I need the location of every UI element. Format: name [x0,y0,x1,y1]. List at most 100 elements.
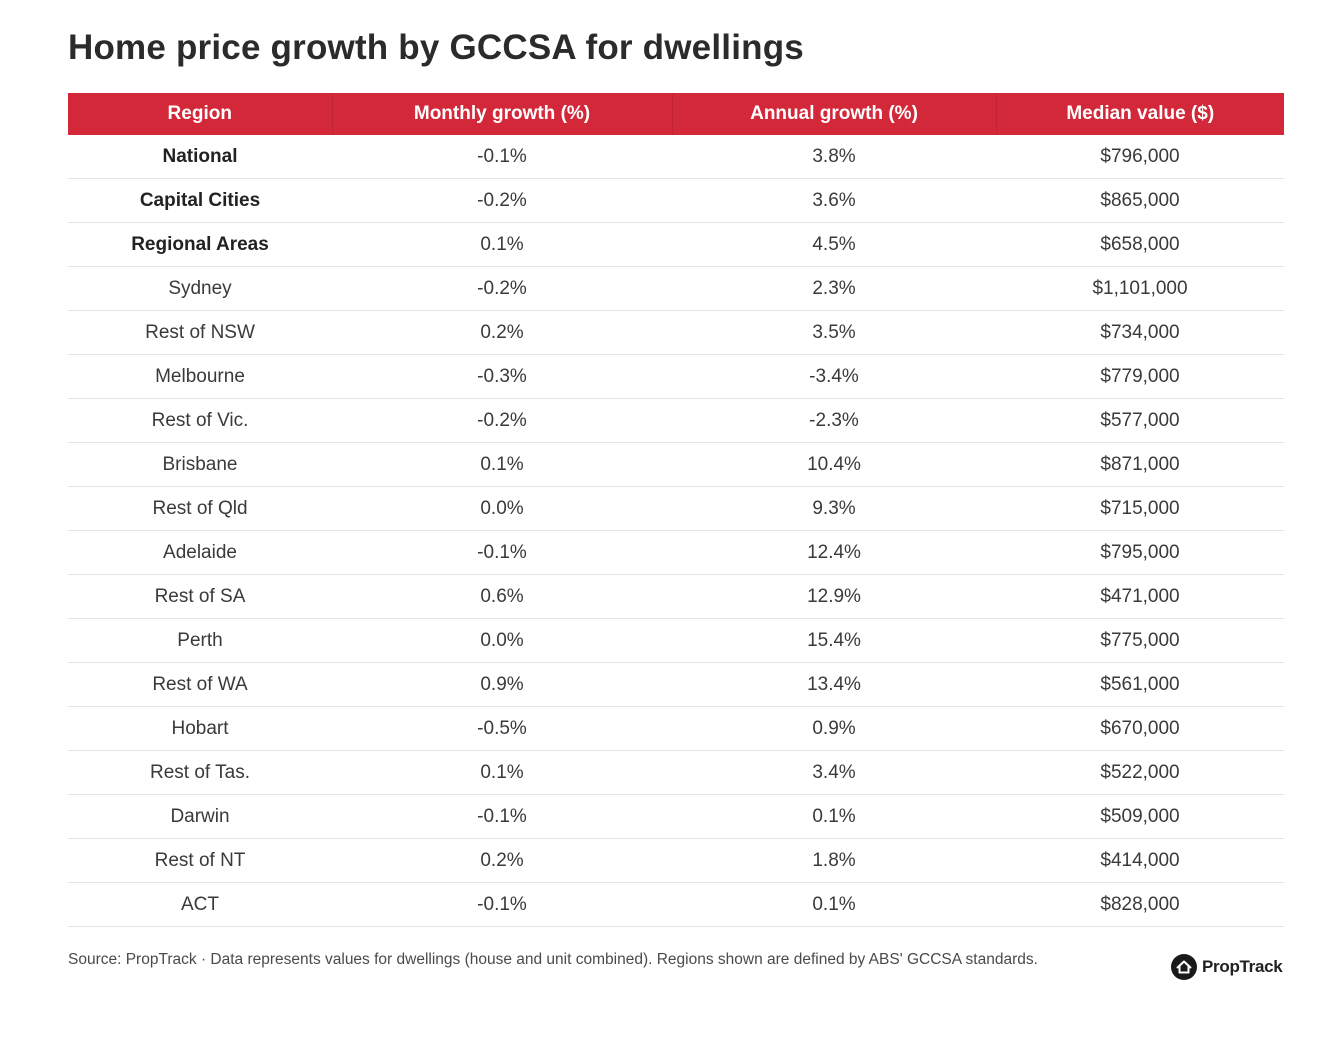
brand-name: PropTrack [1202,957,1283,976]
header-row: Region Monthly growth (%) Annual growth … [68,93,1284,135]
annual-growth-cell: 0.1% [672,794,996,839]
table-row: Sydney -0.2% 2.3% $1,101,000 [68,266,1284,311]
monthly-growth-cell: 0.1% [332,222,672,267]
monthly-growth-cell: -0.5% [332,706,672,751]
monthly-growth-cell: 0.0% [332,486,672,531]
monthly-growth-cell: -0.3% [332,354,672,399]
chart-title: Home price growth by GCCSA for dwellings [68,28,804,67]
table-row: Rest of Vic. -0.2% -2.3% $577,000 [68,398,1284,443]
annual-growth-cell: 12.4% [672,530,996,575]
table-row: National -0.1% 3.8% $796,000 [68,135,1284,179]
median-value-cell: $561,000 [996,662,1284,707]
region-cell: National [68,135,332,179]
annual-growth-cell: 3.4% [672,750,996,795]
annual-growth-cell: 15.4% [672,618,996,663]
column-header-monthly-growth: Monthly growth (%) [331,93,672,135]
table-row: ACT -0.1% 0.1% $828,000 [68,882,1284,927]
region-cell: Perth [68,618,332,663]
annual-growth-cell: 10.4% [672,442,996,487]
region-cell: Regional Areas [68,222,332,267]
monthly-growth-cell: -0.2% [332,178,672,223]
annual-growth-cell: 1.8% [672,838,996,883]
annual-growth-cell: 4.5% [672,222,996,267]
annual-growth-cell: 12.9% [672,574,996,619]
annual-growth-cell: -3.4% [672,354,996,399]
table-row: Adelaide -0.1% 12.4% $795,000 [68,530,1284,575]
monthly-growth-cell: -0.1% [332,794,672,839]
monthly-growth-cell: 0.2% [332,838,672,883]
monthly-growth-cell: -0.2% [332,266,672,311]
median-value-cell: $865,000 [996,178,1284,223]
annual-growth-cell: 3.5% [672,310,996,355]
region-cell: Melbourne [68,354,332,399]
median-value-cell: $577,000 [996,398,1284,443]
annual-growth-cell: -2.3% [672,398,996,443]
monthly-growth-cell: 0.1% [332,442,672,487]
monthly-growth-cell: 0.0% [332,618,672,663]
annual-growth-cell: 0.1% [672,882,996,927]
region-cell: Hobart [68,706,332,751]
median-value-cell: $1,101,000 [996,266,1284,311]
region-cell: Brisbane [68,442,332,487]
annual-growth-cell: 0.9% [672,706,996,751]
table-row: Perth 0.0% 15.4% $775,000 [68,618,1284,663]
annual-growth-cell: 9.3% [672,486,996,531]
column-header-median-value: Median value ($) [995,93,1284,135]
annual-growth-cell: 3.8% [672,135,996,179]
region-cell: Rest of Qld [68,486,332,531]
table-row: Rest of SA 0.6% 12.9% $471,000 [68,574,1284,619]
median-value-cell: $775,000 [996,618,1284,663]
median-value-cell: $414,000 [996,838,1284,883]
median-value-cell: $715,000 [996,486,1284,531]
table-row: Rest of Qld 0.0% 9.3% $715,000 [68,486,1284,531]
monthly-growth-cell: -0.2% [332,398,672,443]
region-cell: Rest of Vic. [68,398,332,443]
monthly-growth-cell: -0.1% [332,530,672,575]
table-row: Rest of NSW 0.2% 3.5% $734,000 [68,310,1284,355]
table-row: Rest of Tas. 0.1% 3.4% $522,000 [68,750,1284,795]
table-row: Melbourne -0.3% -3.4% $779,000 [68,354,1284,399]
median-value-cell: $471,000 [996,574,1284,619]
median-value-cell: $658,000 [996,222,1284,267]
region-cell: Rest of NSW [68,310,332,355]
monthly-growth-cell: 0.2% [332,310,672,355]
growth-table: Region Monthly growth (%) Annual growth … [68,93,1284,927]
table-header: Region Monthly growth (%) Annual growth … [68,93,1284,135]
monthly-growth-cell: 0.1% [332,750,672,795]
median-value-cell: $670,000 [996,706,1284,751]
table-row: Brisbane 0.1% 10.4% $871,000 [68,442,1284,487]
monthly-growth-cell: 0.9% [332,662,672,707]
region-cell: Rest of SA [68,574,332,619]
region-cell: Rest of WA [68,662,332,707]
region-cell: Rest of NT [68,838,332,883]
median-value-cell: $522,000 [996,750,1284,795]
table-row: Regional Areas 0.1% 4.5% $658,000 [68,222,1284,267]
monthly-growth-cell: -0.1% [332,882,672,927]
monthly-growth-cell: -0.1% [332,135,672,179]
median-value-cell: $795,000 [996,530,1284,575]
source-note: Source: PropTrack · Data represents valu… [68,951,1038,968]
region-cell: Capital Cities [68,178,332,223]
annual-growth-cell: 2.3% [672,266,996,311]
column-header-region: Region [68,93,332,135]
region-cell: ACT [68,882,332,927]
region-cell: Adelaide [68,530,332,575]
house-icon [1171,954,1197,980]
median-value-cell: $828,000 [996,882,1284,927]
annual-growth-cell: 13.4% [672,662,996,707]
median-value-cell: $509,000 [996,794,1284,839]
table-body: National -0.1% 3.8% $796,000 Capital Cities -… [68,135,1284,927]
table-row: Rest of NT 0.2% 1.8% $414,000 [68,838,1284,883]
brand-logo: PropTrack [1170,953,1283,981]
column-header-annual-growth: Annual growth (%) [671,93,996,135]
annual-growth-cell: 3.6% [672,178,996,223]
region-cell: Rest of Tas. [68,750,332,795]
median-value-cell: $734,000 [996,310,1284,355]
region-cell: Darwin [68,794,332,839]
table-row: Capital Cities -0.2% 3.6% $865,000 [68,178,1284,223]
table-row: Darwin -0.1% 0.1% $509,000 [68,794,1284,839]
table-row: Rest of WA 0.9% 13.4% $561,000 [68,662,1284,707]
median-value-cell: $796,000 [996,135,1284,179]
median-value-cell: $871,000 [996,442,1284,487]
median-value-cell: $779,000 [996,354,1284,399]
